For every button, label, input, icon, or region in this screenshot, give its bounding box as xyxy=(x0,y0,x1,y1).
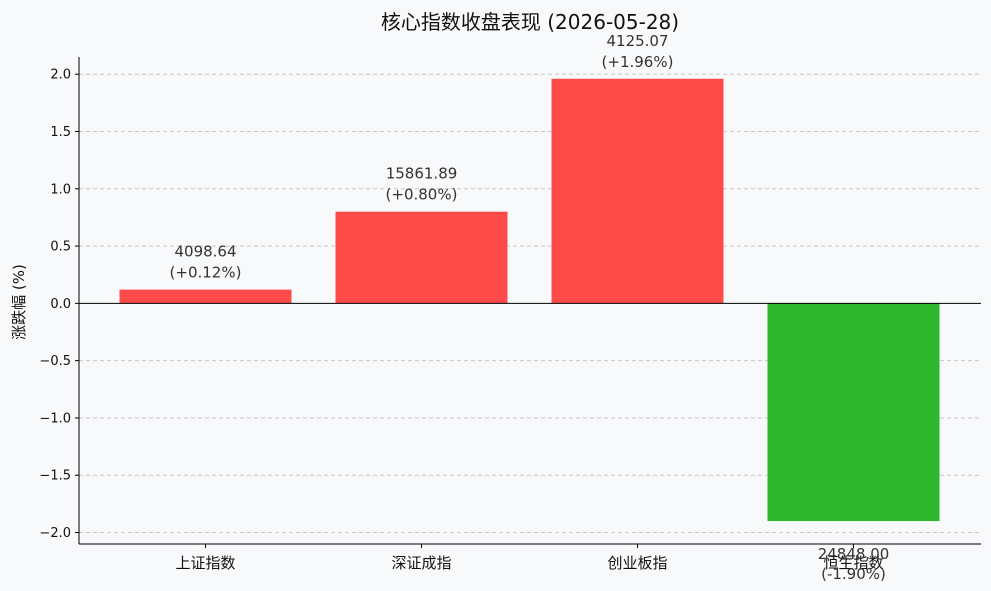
x-tick-label: 创业板指 xyxy=(607,554,667,572)
y-tick-label: 0.0 xyxy=(50,297,71,312)
y-tick-label: −2.0 xyxy=(39,526,71,541)
change-label: (+0.80%) xyxy=(386,186,458,204)
data-labels: 4098.64 (+0.12%) 15861.89 (+0.80%) 4125.07 (+… xyxy=(170,32,890,583)
y-axis-label: 涨跌幅 (%) xyxy=(10,264,28,340)
change-label: (+0.12%) xyxy=(170,264,242,282)
y-tick-label: 1.0 xyxy=(50,182,71,197)
bar-2 xyxy=(551,78,724,304)
y-tick-label: −1.0 xyxy=(39,411,71,426)
bars xyxy=(119,78,940,522)
x-tick-label: 上证指数 xyxy=(175,554,235,572)
grid-lines xyxy=(79,73,981,534)
y-tick-label: 2.0 xyxy=(50,68,71,83)
x-tick-label: 深证成指 xyxy=(391,554,451,572)
price-label: 4098.64 xyxy=(174,243,236,261)
price-label: 24848.00 xyxy=(818,545,890,563)
price-label: 15861.89 xyxy=(386,165,458,183)
change-label: (-1.90%) xyxy=(821,565,886,583)
bar-1 xyxy=(335,211,508,304)
y-tick-label: −1.5 xyxy=(39,469,71,484)
bar-3 xyxy=(767,303,940,522)
x-tick-label: 恒生指数 xyxy=(823,554,883,572)
y-tick-label: 0.5 xyxy=(50,240,71,255)
y-tick-label: −0.5 xyxy=(39,354,71,369)
price-label: 4125.07 xyxy=(606,32,668,50)
y-tick-label: 1.5 xyxy=(50,125,71,140)
bar-0 xyxy=(119,289,292,304)
change-label: (+1.96%) xyxy=(602,53,674,71)
axes: −2.0 −1.5 −1.0 −0.5 0.0 0.5 1.0 1.5 2.0 上证指数 深证成指 创… xyxy=(39,57,981,572)
chart-title: 核心指数收盘表现 (2026-05-28) xyxy=(381,10,679,34)
